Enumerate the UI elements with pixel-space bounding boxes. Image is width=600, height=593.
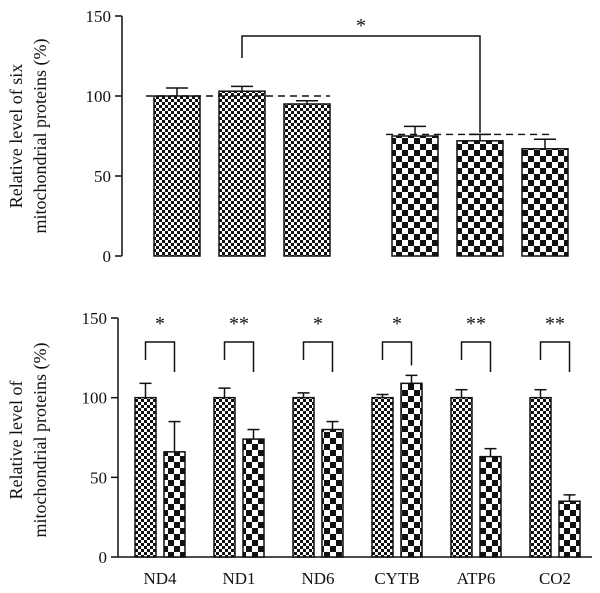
top-y-tick-label: 100 <box>86 87 112 106</box>
bottom-category-label: ND6 <box>301 569 334 588</box>
bottom-bar <box>163 451 186 558</box>
bottom-y-axis-label-line2: mitochondrial proteins (%) <box>30 343 51 538</box>
bottom-bar <box>134 396 157 558</box>
bottom-y-axis-label-line1: Relative level of <box>6 381 26 500</box>
top-y-axis-label-line1: Relative level of six <box>6 64 26 208</box>
bottom-category-label: ND4 <box>143 569 177 588</box>
bottom-significance-stars: ** <box>229 313 249 335</box>
top-y-tick-label: 150 <box>86 7 112 26</box>
top-bar <box>521 148 569 257</box>
top-y-ticks: 0 50 100 150 <box>86 7 122 266</box>
bottom-y-ticks: 0 50 100 150 <box>82 309 118 567</box>
bottom-significance-stars: * <box>155 313 165 335</box>
top-significance-star: * <box>356 15 366 37</box>
bottom-y-tick-label: 100 <box>82 389 108 408</box>
top-y-tick-label: 50 <box>94 167 111 186</box>
top-bar <box>456 140 504 257</box>
bottom-category-labels: ND4 ND1 ND6 CYTB ATP6 CO2 <box>143 569 571 588</box>
bottom-annotations: * ** * * ** ** <box>144 313 571 372</box>
top-annotations: * <box>241 15 481 133</box>
bottom-bar <box>242 438 265 558</box>
bottom-significance-stars: * <box>313 313 323 335</box>
bottom-bars <box>134 374 581 558</box>
bottom-significance-stars: ** <box>545 313 565 335</box>
top-bar <box>283 103 331 257</box>
bottom-significance-bracket <box>302 341 334 372</box>
bottom-category-label: ATP6 <box>457 569 496 588</box>
bottom-category-label: ND1 <box>222 569 255 588</box>
bottom-category-label: CYTB <box>374 569 419 588</box>
bottom-y-tick-label: 0 <box>99 548 108 567</box>
bottom-significance-bracket <box>223 341 255 372</box>
top-chart: 0 50 100 150 Relative level of six mitochon… <box>6 7 569 266</box>
bottom-category-label: CO2 <box>539 569 571 588</box>
bottom-bar <box>558 500 581 558</box>
top-significance-bracket <box>241 35 481 133</box>
bottom-bar <box>479 455 502 558</box>
bottom-significance-bracket <box>460 341 492 372</box>
bottom-bar <box>213 396 236 558</box>
bottom-significance-bracket <box>539 341 571 372</box>
bottom-bar <box>371 396 394 558</box>
bottom-bar <box>400 382 423 558</box>
top-y-tick-label: 0 <box>103 247 112 266</box>
bottom-y-tick-label: 50 <box>90 468 107 487</box>
top-bar <box>391 135 439 257</box>
bottom-chart: 0 50 100 150 Relative level of mitochondria… <box>6 309 592 588</box>
bottom-significance-bracket <box>144 341 176 372</box>
bottom-significance-stars: ** <box>466 313 486 335</box>
top-y-axis-label-line2: mitochondrial proteins (%) <box>30 39 51 234</box>
top-bars <box>146 85 569 257</box>
bottom-bar <box>529 396 552 558</box>
top-bar <box>153 95 201 257</box>
bottom-significance-bracket <box>381 341 413 366</box>
bottom-y-tick-label: 150 <box>82 309 108 328</box>
bottom-bar <box>450 396 473 558</box>
top-bar <box>218 90 266 257</box>
bottom-bar <box>292 396 315 558</box>
bottom-significance-stars: * <box>392 313 402 335</box>
bottom-bar <box>321 428 344 558</box>
